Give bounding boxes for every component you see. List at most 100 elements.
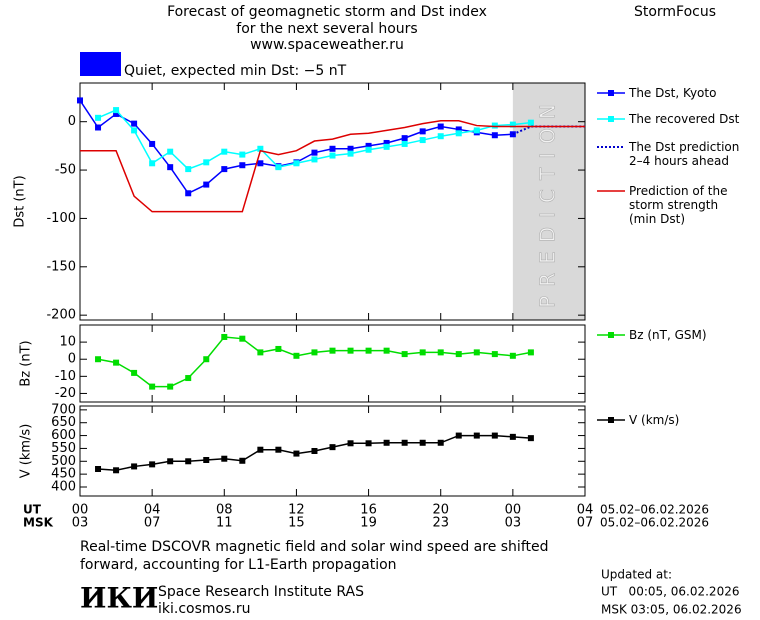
point xyxy=(257,349,264,356)
point xyxy=(131,369,138,376)
legend-label: Prediction of the storm strength (min Ds… xyxy=(629,184,728,226)
point xyxy=(185,190,192,197)
y-tick-label: 550 xyxy=(51,441,76,456)
point xyxy=(95,124,102,131)
plot-frame xyxy=(79,82,586,321)
title: for the next several hours xyxy=(236,21,417,37)
y-tick-label: -100 xyxy=(46,211,76,226)
point xyxy=(473,127,480,134)
x-tick-label: 11 xyxy=(216,516,233,531)
point xyxy=(311,448,318,454)
x-tick-label: 00 xyxy=(72,503,89,518)
y-axis-title: V (km/s) xyxy=(19,424,34,479)
point xyxy=(401,140,408,147)
point xyxy=(527,435,534,442)
point xyxy=(491,122,498,129)
point xyxy=(509,121,516,128)
point xyxy=(419,439,426,446)
y-tick-label: 600 xyxy=(51,428,76,443)
x-tick-label: 08 xyxy=(216,503,233,518)
y-tick-label: 0 xyxy=(68,352,76,367)
point xyxy=(239,151,246,158)
point xyxy=(473,349,480,356)
point xyxy=(311,156,318,163)
point xyxy=(221,455,228,462)
x-row-label: UT xyxy=(23,503,42,517)
point xyxy=(347,347,354,354)
point xyxy=(401,439,408,446)
point xyxy=(491,351,498,358)
point xyxy=(77,97,83,104)
point xyxy=(311,149,318,156)
x-tick-label: 04 xyxy=(144,503,161,518)
point xyxy=(257,145,264,152)
series-line xyxy=(97,336,532,388)
updated: MSK 03:05, 06.02.2026 xyxy=(601,603,742,617)
point xyxy=(383,143,390,150)
x-tick-label: 03 xyxy=(72,516,89,531)
x-row-label: MSK xyxy=(23,516,54,530)
point xyxy=(275,164,282,171)
x-tick-label: 00 xyxy=(505,503,522,518)
point xyxy=(365,440,372,447)
y-tick-label: -10 xyxy=(55,369,76,384)
point xyxy=(383,439,390,446)
prediction-zone xyxy=(512,83,585,320)
point xyxy=(239,335,246,342)
point xyxy=(239,162,246,169)
legend-label: The Dst, Kyoto xyxy=(629,86,717,100)
point xyxy=(455,126,462,133)
point xyxy=(221,148,228,155)
point xyxy=(95,466,102,472)
point xyxy=(203,181,210,188)
status-swatch xyxy=(80,52,121,76)
point xyxy=(203,356,210,363)
point xyxy=(257,446,264,453)
x-tick-label: 19 xyxy=(360,516,377,531)
point xyxy=(257,160,264,167)
point xyxy=(329,152,336,159)
y-tick-label: -150 xyxy=(46,259,76,274)
y-axis-title: Bz (nT) xyxy=(19,340,34,386)
point xyxy=(293,160,300,167)
point xyxy=(347,150,354,157)
point xyxy=(203,159,210,166)
y-tick-label: -200 xyxy=(46,308,76,323)
point xyxy=(149,461,156,468)
point xyxy=(221,166,228,173)
point xyxy=(113,467,120,474)
point xyxy=(329,145,336,152)
point xyxy=(455,130,462,137)
point xyxy=(419,128,426,135)
point xyxy=(239,457,246,464)
point xyxy=(293,450,300,457)
point xyxy=(437,349,444,356)
institute: Space Research Institute RAS xyxy=(158,584,364,600)
y-tick-label: 400 xyxy=(51,480,76,495)
point xyxy=(419,137,426,144)
point xyxy=(167,383,174,390)
x-tick-label: 16 xyxy=(360,503,377,518)
point xyxy=(365,347,372,354)
point xyxy=(221,333,228,340)
x-dates: 05.02–06.02.2026 xyxy=(600,503,709,517)
site: iki.cosmos.ru xyxy=(158,601,250,617)
point xyxy=(401,135,408,142)
y-tick-label: -20 xyxy=(55,386,76,401)
point xyxy=(347,145,354,152)
title: Forecast of geomagnetic storm and Dst in… xyxy=(167,4,487,20)
x-tick-label: 03 xyxy=(505,516,522,531)
point xyxy=(95,356,102,363)
x-tick-label: 04 xyxy=(577,503,594,518)
y-tick-label: -50 xyxy=(55,163,76,178)
x-tick-label: 15 xyxy=(288,516,305,531)
y-axis-title: Dst (nT) xyxy=(13,175,28,227)
point xyxy=(113,107,120,114)
point xyxy=(401,351,408,358)
point xyxy=(275,345,282,352)
point xyxy=(365,142,372,149)
point xyxy=(329,444,336,451)
y-tick-label: 10 xyxy=(59,335,76,350)
point xyxy=(383,139,390,146)
point xyxy=(491,432,498,439)
